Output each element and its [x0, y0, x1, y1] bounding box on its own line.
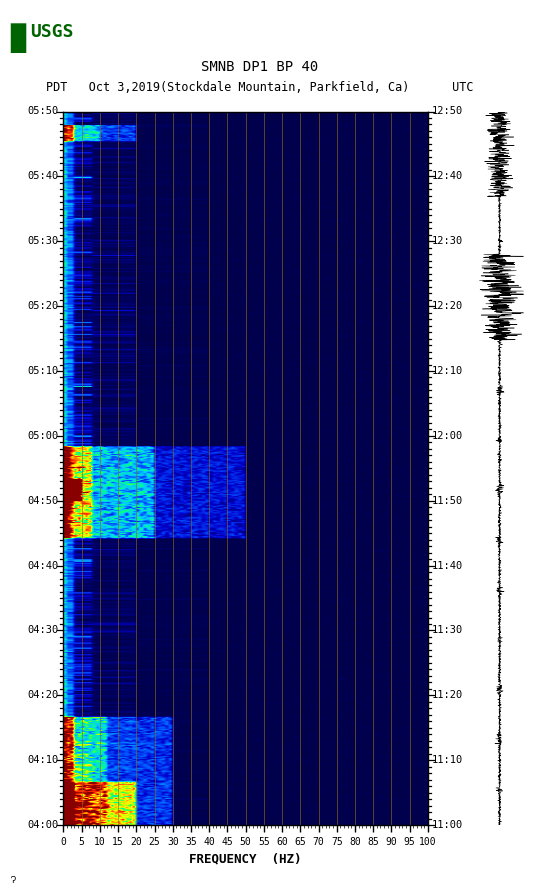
Text: 11:10: 11:10	[432, 756, 464, 765]
Text: SMNB DP1 BP 40: SMNB DP1 BP 40	[201, 60, 318, 74]
Text: 11:30: 11:30	[432, 625, 464, 635]
Text: 12:00: 12:00	[432, 431, 464, 441]
Text: 05:40: 05:40	[28, 171, 59, 181]
Text: 04:20: 04:20	[28, 690, 59, 700]
Text: 05:10: 05:10	[28, 366, 59, 376]
Text: 11:40: 11:40	[432, 560, 464, 571]
Text: 04:40: 04:40	[28, 560, 59, 571]
Text: 05:20: 05:20	[28, 301, 59, 311]
Text: 04:10: 04:10	[28, 756, 59, 765]
Text: 12:20: 12:20	[432, 301, 464, 311]
Text: 05:50: 05:50	[28, 106, 59, 117]
Text: █: █	[10, 23, 25, 53]
Text: 04:00: 04:00	[28, 820, 59, 830]
Text: 12:10: 12:10	[432, 366, 464, 376]
X-axis label: FREQUENCY  (HZ): FREQUENCY (HZ)	[189, 853, 302, 865]
Text: 04:30: 04:30	[28, 625, 59, 635]
Text: 05:30: 05:30	[28, 236, 59, 246]
Text: 11:00: 11:00	[432, 820, 464, 830]
Text: PDT   Oct 3,2019(Stockdale Mountain, Parkfield, Ca)      UTC: PDT Oct 3,2019(Stockdale Mountain, Parkf…	[46, 81, 473, 94]
Text: 05:00: 05:00	[28, 431, 59, 441]
Text: USGS: USGS	[30, 23, 74, 41]
Text: 12:30: 12:30	[432, 236, 464, 246]
Text: 04:50: 04:50	[28, 496, 59, 506]
Text: 12:50: 12:50	[432, 106, 464, 117]
Text: Ɂ: Ɂ	[11, 876, 16, 885]
Text: 11:50: 11:50	[432, 496, 464, 506]
Text: 11:20: 11:20	[432, 690, 464, 700]
Text: 12:40: 12:40	[432, 171, 464, 181]
